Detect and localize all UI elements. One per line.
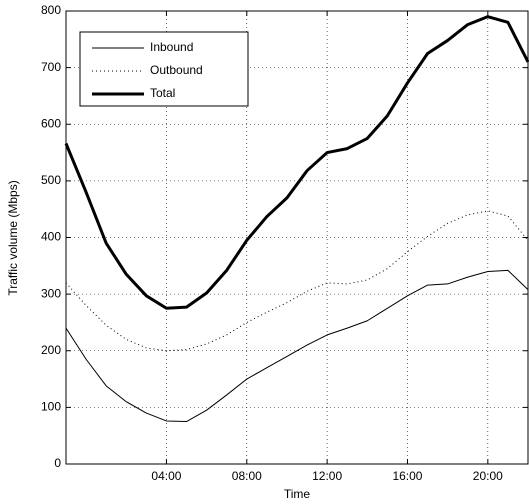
- series-line: [65, 269, 529, 423]
- series-line: [64, 15, 529, 310]
- legend-label: Outbound: [150, 63, 203, 77]
- y-tick-label: 800: [41, 3, 61, 17]
- x-tick-label: 20:00: [473, 469, 503, 483]
- series-line: [65, 210, 529, 352]
- y-tick-label: 300: [41, 286, 61, 300]
- legend-label: Total: [150, 86, 175, 100]
- y-tick-label: 700: [41, 60, 61, 74]
- legend-label: Inbound: [150, 40, 193, 54]
- x-tick-label: 08:00: [232, 469, 262, 483]
- x-tick-label: 04:00: [151, 469, 181, 483]
- plot-frame: [65, 10, 529, 465]
- y-tick-label: 200: [41, 343, 61, 357]
- x-tick-label: 16:00: [392, 469, 422, 483]
- x-tick-label: 12:00: [312, 469, 342, 483]
- y-tick-label: 600: [41, 116, 61, 130]
- y-tick-label: 400: [41, 230, 61, 244]
- y-tick-label: 100: [41, 400, 61, 414]
- y-tick-label: 500: [41, 173, 61, 187]
- y-tick-label: 0: [54, 456, 61, 470]
- y-axis-label: Traffic volume (Mbps): [6, 180, 20, 295]
- x-axis-label: Time: [284, 487, 311, 501]
